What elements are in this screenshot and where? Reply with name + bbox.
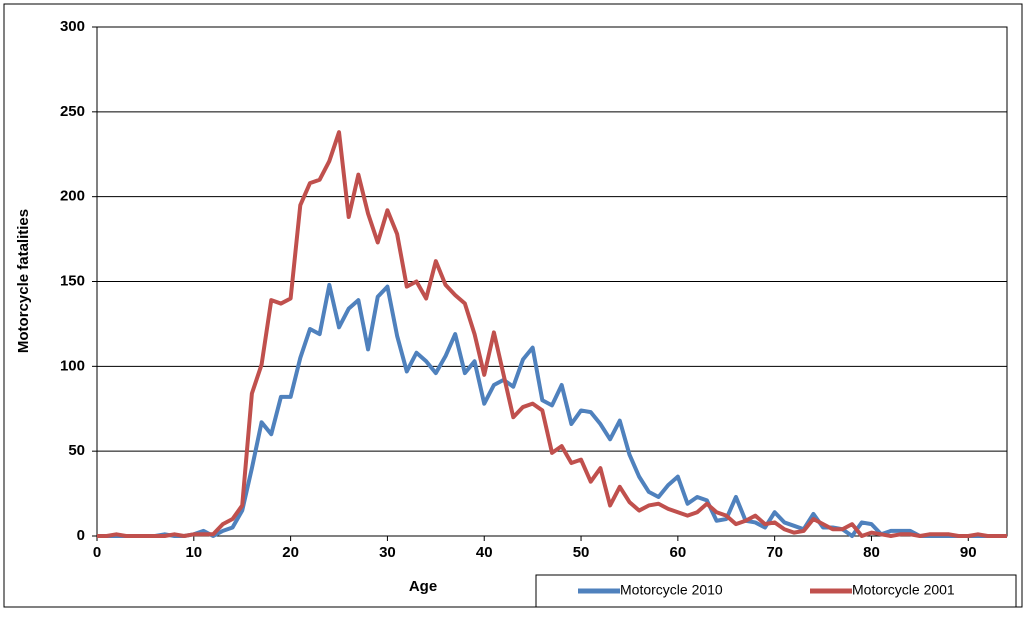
x-tick-label: 20 xyxy=(282,544,299,561)
data-line xyxy=(97,282,1007,538)
x-tick-label: 80 xyxy=(863,544,880,561)
x-tick-label: 50 xyxy=(573,544,590,561)
legend-box xyxy=(535,574,1017,608)
y-tick-label: 150 xyxy=(60,272,85,289)
plot-area xyxy=(96,26,1008,537)
x-tick-label: 10 xyxy=(185,544,202,561)
x-tick-label: 90 xyxy=(960,544,977,561)
y-tick-label: 50 xyxy=(68,442,85,459)
y-tick-label: 300 xyxy=(60,18,85,35)
x-tick-label: 0 xyxy=(93,544,101,561)
x-axis-label: Age xyxy=(409,578,437,595)
x-tick-label: 30 xyxy=(379,544,396,561)
y-tick-label: 0 xyxy=(77,527,85,544)
data-line xyxy=(97,130,1007,538)
y-tick-label: 100 xyxy=(60,357,85,374)
x-tick-label: 60 xyxy=(670,544,687,561)
y-axis-label: Motorcycle fatalities xyxy=(15,209,32,353)
legend-label: Motorcycle 2001 xyxy=(852,582,955,598)
chart-frame xyxy=(3,3,1023,608)
y-tick-label: 250 xyxy=(60,103,85,120)
legend-label: Motorcycle 2010 xyxy=(620,582,723,598)
x-tick-label: 70 xyxy=(766,544,783,561)
y-tick-label: 200 xyxy=(60,188,85,205)
x-tick-label: 40 xyxy=(476,544,493,561)
